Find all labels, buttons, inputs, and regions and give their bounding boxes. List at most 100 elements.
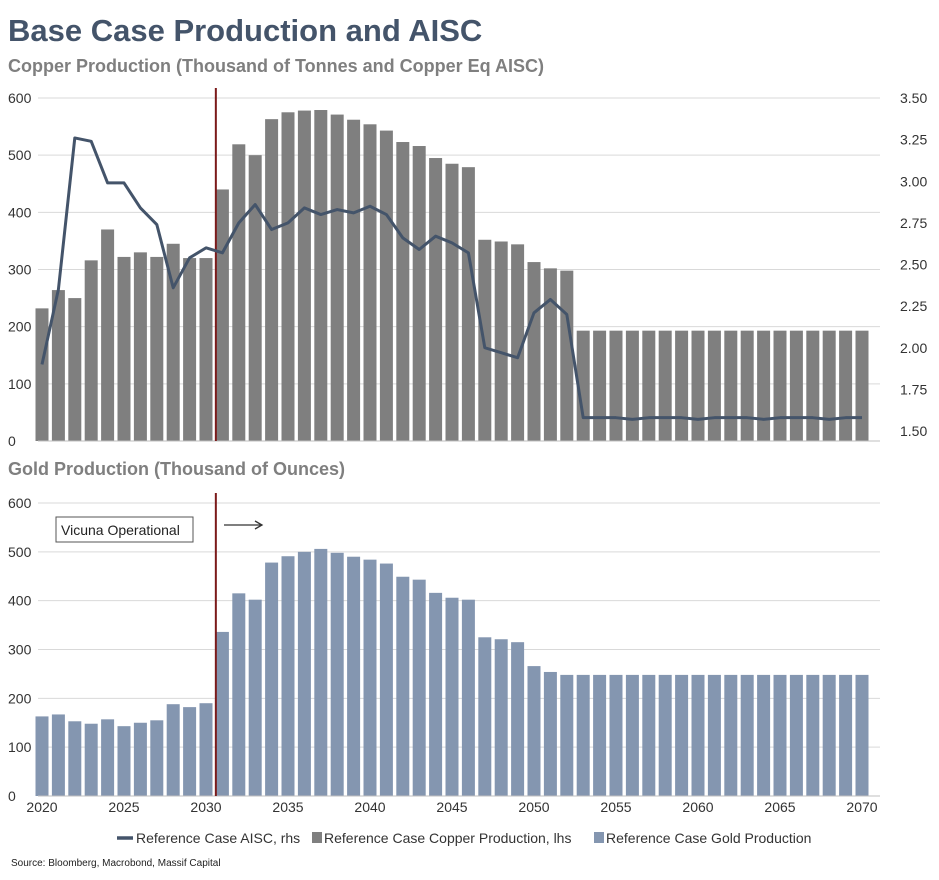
gold-bar	[232, 593, 246, 796]
copper-y2-tick-label: 2.25	[900, 298, 927, 314]
copper-y2-tick-label: 3.00	[900, 173, 927, 189]
copper-bar	[576, 330, 590, 441]
gold-x-tick-label: 2055	[600, 799, 631, 815]
copper-y2-tick-label: 2.75	[900, 215, 927, 231]
copper-bar	[494, 241, 508, 441]
gold-bar	[117, 726, 131, 796]
gold-bar	[576, 674, 590, 796]
gold-bar	[625, 674, 639, 796]
gold-bar	[543, 671, 557, 796]
copper-bar	[265, 119, 279, 441]
gold-y-tick-label: 600	[8, 495, 32, 511]
legend-label-gold: Reference Case Gold Production	[606, 830, 811, 846]
gold-bar	[35, 716, 49, 796]
copper-bar	[35, 308, 49, 441]
copper-bar	[445, 163, 459, 441]
copper-y-tick-label: 400	[8, 204, 32, 220]
gold-y-tick-label: 100	[8, 739, 32, 755]
gold-x-tick-label: 2070	[846, 799, 877, 815]
copper-bar	[84, 260, 98, 441]
gold-x-tick-label: 2020	[26, 799, 57, 815]
gold-x-tick-label: 2035	[272, 799, 303, 815]
gold-x-tick-label: 2050	[518, 799, 549, 815]
legend-label-copper: Reference Case Copper Production, lhs	[324, 830, 571, 846]
copper-bar	[511, 244, 525, 441]
copper-bar	[625, 330, 639, 441]
gold-bar	[248, 599, 262, 796]
gold-bar	[839, 674, 853, 796]
gold-bar	[51, 714, 65, 796]
gold-bar	[150, 720, 164, 796]
gold-bar	[330, 552, 344, 796]
copper-bar	[560, 270, 574, 441]
gold-bar	[412, 579, 426, 796]
gold-bar	[724, 674, 738, 796]
copper-bar	[740, 330, 754, 441]
gold-bar	[494, 639, 508, 796]
copper-bar	[248, 155, 262, 441]
gold-bar	[379, 563, 393, 796]
gold-bar	[347, 556, 361, 796]
gold-bar	[166, 704, 180, 796]
gold-bar	[297, 551, 311, 796]
gold-x-tick-label: 2025	[108, 799, 139, 815]
copper-bar	[822, 330, 836, 441]
gold-bar	[101, 719, 115, 796]
copper-bar	[330, 114, 344, 441]
main-title: Base Case Production and AISC	[8, 13, 482, 48]
gold-bar	[314, 548, 328, 796]
copper-y-tick-label: 100	[8, 376, 32, 392]
gold-bar	[183, 707, 197, 796]
copper-bar	[527, 262, 541, 441]
gold-x-tick-label: 2040	[354, 799, 385, 815]
gold-bar	[68, 721, 82, 796]
gold-bar	[511, 642, 525, 796]
copper-bar	[675, 330, 689, 441]
copper-bar	[396, 142, 410, 442]
legend-label-aisc: Reference Case AISC, rhs	[136, 830, 300, 846]
source-note: Source: Bloomberg, Macrobond, Massif Cap…	[11, 858, 221, 869]
gold-bar	[740, 674, 754, 796]
copper-y2-tick-label: 2.00	[900, 340, 927, 356]
copper-bar	[215, 189, 229, 441]
gold-bar	[133, 722, 147, 796]
gold-bar	[822, 674, 836, 796]
copper-bar	[609, 330, 623, 441]
gold-bar	[609, 674, 623, 796]
gold-x-tick-label: 2030	[190, 799, 221, 815]
gold-bar	[806, 674, 820, 796]
copper-bar	[839, 330, 853, 441]
copper-bar	[297, 110, 311, 442]
gold-bar	[429, 592, 443, 796]
gold-bar	[265, 562, 279, 796]
copper-bar	[429, 158, 443, 441]
gold-bar	[363, 559, 377, 796]
copper-chart-title: Copper Production (Thousand of Tonnes an…	[8, 56, 544, 76]
copper-bar	[773, 330, 787, 441]
gold-bar	[642, 674, 656, 796]
gold-bar	[527, 666, 541, 796]
copper-bar	[232, 144, 246, 441]
annotation-label: Vicuna Operational	[61, 522, 180, 538]
gold-bar	[789, 674, 803, 796]
gold-x-tick-label: 2045	[436, 799, 467, 815]
copper-bar	[347, 119, 361, 442]
annotation-box	[55, 516, 194, 543]
copper-bar	[133, 252, 147, 441]
copper-bar	[707, 330, 721, 441]
copper-bar	[642, 330, 656, 441]
copper-bar	[412, 146, 426, 441]
gold-bar	[773, 674, 787, 796]
gold-chart-title: Gold Production (Thousand of Ounces)	[8, 459, 345, 479]
copper-bar	[101, 229, 115, 441]
gold-y-tick-label: 0	[8, 788, 16, 804]
gold-bar	[215, 631, 229, 796]
copper-y2-tick-label: 2.50	[900, 257, 927, 273]
gold-bar	[593, 674, 607, 796]
copper-bar	[691, 330, 705, 441]
copper-bar	[658, 330, 672, 441]
gold-y-tick-label: 500	[8, 544, 32, 560]
copper-bar	[68, 298, 82, 441]
copper-bar	[461, 167, 475, 441]
